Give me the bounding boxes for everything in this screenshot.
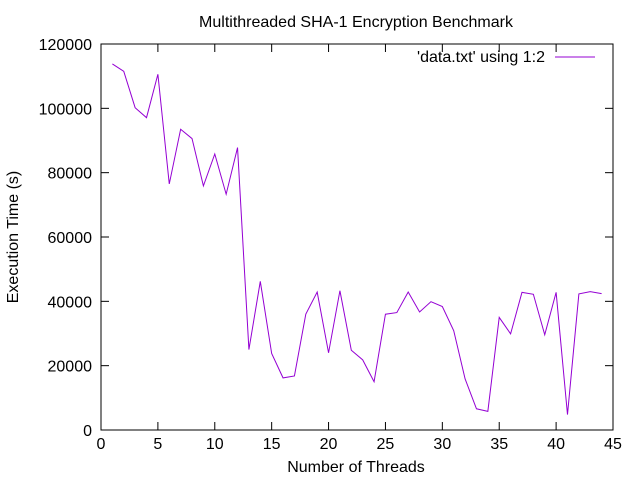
- y-tick-label: 40000: [48, 294, 93, 311]
- legend-entry-label: 'data.txt' using 1:2: [417, 49, 545, 66]
- x-tick-label: 25: [377, 436, 395, 453]
- x-axis-ticks: 0 5 10 15 20 25 30 35 40 45: [97, 44, 622, 453]
- x-tick-label: 40: [547, 436, 565, 453]
- x-tick-label: 10: [206, 436, 224, 453]
- x-tick-label: 15: [263, 436, 281, 453]
- plot-frame: [100, 43, 614, 431]
- chart-title: Multithreaded SHA-1 Encryption Benchmark: [199, 14, 514, 31]
- y-tick-label: 80000: [48, 166, 93, 183]
- x-axis-title: Number of Threads: [287, 459, 425, 476]
- x-tick-label: 30: [433, 436, 451, 453]
- x-tick-label: 5: [153, 436, 162, 453]
- y-axis-ticks: 0 20000 40000 60000 80000 100000 120000: [39, 37, 613, 440]
- series-line-0: [112, 63, 602, 415]
- y-tick-label: 20000: [48, 359, 93, 376]
- legend: 'data.txt' using 1:2: [417, 49, 595, 66]
- y-tick-label: 60000: [48, 230, 93, 247]
- series-layer: [112, 63, 602, 415]
- x-tick-label: 20: [320, 436, 338, 453]
- y-tick-label: 100000: [39, 101, 92, 118]
- y-tick-label: 120000: [39, 37, 92, 54]
- y-tick-label: 0: [83, 423, 92, 440]
- x-tick-label: 0: [97, 436, 106, 453]
- x-tick-label: 45: [604, 436, 622, 453]
- x-tick-label: 35: [490, 436, 508, 453]
- y-axis-title: Execution Time (s): [5, 171, 22, 303]
